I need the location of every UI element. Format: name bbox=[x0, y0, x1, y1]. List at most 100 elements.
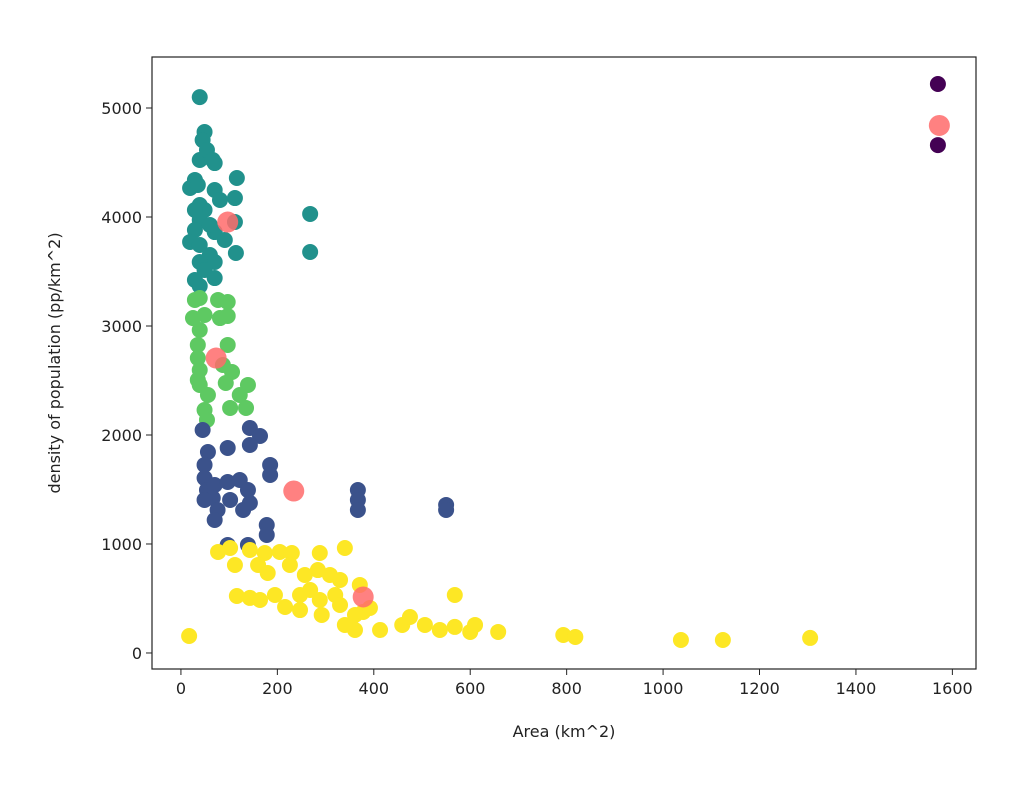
data-point-cluster4 bbox=[467, 616, 484, 633]
plot-frame bbox=[151, 56, 977, 670]
x-tick-label: 800 bbox=[551, 679, 582, 698]
y-tick-label: 5000 bbox=[101, 99, 142, 118]
data-point-cluster2 bbox=[186, 202, 203, 219]
data-point-cluster4 bbox=[490, 623, 507, 640]
centroid-point bbox=[205, 347, 227, 369]
data-point-cluster1 bbox=[206, 477, 223, 494]
data-point-cluster2 bbox=[216, 232, 233, 249]
data-point-cluster3 bbox=[238, 399, 255, 416]
x-tick-label: 1600 bbox=[932, 679, 973, 698]
data-point-cluster4 bbox=[241, 541, 258, 558]
data-point-cluster4 bbox=[256, 545, 273, 562]
data-point-cluster2 bbox=[228, 169, 245, 186]
y-tick-label: 1000 bbox=[101, 535, 142, 554]
data-point-cluster4 bbox=[416, 616, 433, 633]
data-point-cluster4 bbox=[277, 598, 294, 615]
data-point-cluster1 bbox=[196, 456, 213, 473]
x-tick-label: 1200 bbox=[739, 679, 780, 698]
y-tick-label: 4000 bbox=[101, 208, 142, 227]
centroid-point bbox=[928, 114, 950, 136]
data-point-cluster4 bbox=[252, 592, 269, 609]
data-point-cluster4 bbox=[283, 545, 300, 562]
data-point-cluster3 bbox=[191, 376, 208, 393]
data-point-cluster2 bbox=[189, 176, 206, 193]
data-point-cluster4 bbox=[336, 616, 353, 633]
data-point-cluster1 bbox=[219, 473, 236, 490]
data-point-cluster2 bbox=[186, 221, 203, 238]
data-point-cluster0 bbox=[929, 76, 946, 93]
data-point-cluster4 bbox=[431, 621, 448, 638]
data-point-cluster4 bbox=[222, 540, 239, 557]
data-point-cluster4 bbox=[181, 627, 198, 644]
data-point-cluster4 bbox=[292, 602, 309, 619]
data-point-cluster1 bbox=[349, 501, 366, 518]
data-point-cluster4 bbox=[281, 557, 298, 574]
data-point-cluster1 bbox=[219, 439, 236, 456]
data-point-cluster4 bbox=[259, 564, 276, 581]
data-point-cluster4 bbox=[336, 540, 353, 557]
data-point-cluster1 bbox=[235, 501, 252, 518]
data-point-cluster4 bbox=[555, 626, 572, 643]
data-point-cluster4 bbox=[311, 545, 328, 562]
data-point-cluster3 bbox=[219, 294, 236, 311]
data-point-cluster4 bbox=[401, 609, 418, 626]
data-point-cluster2 bbox=[191, 89, 208, 106]
x-tick-label: 1400 bbox=[836, 679, 877, 698]
data-point-cluster4 bbox=[446, 586, 463, 603]
y-tick-label: 2000 bbox=[101, 426, 142, 445]
data-point-cluster4 bbox=[802, 629, 819, 646]
data-point-cluster3 bbox=[196, 306, 213, 323]
y-tick-label: 3000 bbox=[101, 317, 142, 336]
data-point-cluster4 bbox=[332, 597, 349, 614]
data-point-cluster1 bbox=[194, 421, 211, 438]
data-point-cluster3 bbox=[191, 322, 208, 339]
data-point-cluster2 bbox=[201, 216, 218, 233]
centroid-point bbox=[217, 211, 239, 233]
data-point-cluster1 bbox=[438, 501, 455, 518]
data-point-cluster2 bbox=[302, 205, 319, 222]
data-point-cluster4 bbox=[271, 543, 288, 560]
data-point-cluster4 bbox=[672, 632, 689, 649]
data-point-cluster3 bbox=[219, 336, 236, 353]
y-tick-label: 0 bbox=[132, 644, 142, 663]
x-axis-label: Area (km^2) bbox=[513, 722, 616, 741]
data-point-cluster4 bbox=[446, 618, 463, 635]
data-point-cluster4 bbox=[228, 587, 245, 604]
data-point-cluster2 bbox=[226, 190, 243, 207]
data-point-cluster4 bbox=[226, 557, 243, 574]
data-point-cluster0 bbox=[929, 137, 946, 154]
x-tick-label: 400 bbox=[359, 679, 390, 698]
data-point-cluster4 bbox=[210, 543, 227, 560]
data-point-cluster3 bbox=[186, 291, 203, 308]
data-point-cluster2 bbox=[211, 191, 228, 208]
data-point-cluster3 bbox=[219, 307, 236, 324]
data-point-cluster1 bbox=[239, 482, 256, 499]
data-point-cluster4 bbox=[309, 562, 326, 579]
data-point-cluster1 bbox=[262, 466, 279, 483]
data-point-cluster2 bbox=[227, 244, 244, 261]
centroid-point bbox=[352, 586, 374, 608]
x-tick-label: 1000 bbox=[643, 679, 684, 698]
data-point-cluster4 bbox=[311, 592, 328, 609]
data-point-cluster3 bbox=[189, 336, 206, 353]
data-point-cluster1 bbox=[258, 526, 275, 543]
data-point-cluster4 bbox=[296, 566, 313, 583]
data-point-cluster2 bbox=[191, 237, 208, 254]
x-tick-label: 600 bbox=[455, 679, 486, 698]
data-point-cluster4 bbox=[313, 606, 330, 623]
data-point-cluster2 bbox=[196, 261, 213, 278]
data-point-cluster4 bbox=[332, 571, 349, 588]
data-point-cluster2 bbox=[302, 243, 319, 260]
data-point-cluster3 bbox=[217, 375, 234, 392]
data-point-cluster1 bbox=[199, 443, 216, 460]
data-point-cluster1 bbox=[206, 512, 223, 529]
data-point-cluster1 bbox=[222, 491, 239, 508]
data-point-cluster3 bbox=[231, 386, 248, 403]
centroid-point bbox=[283, 480, 305, 502]
data-point-cluster1 bbox=[241, 437, 258, 454]
data-point-cluster3 bbox=[189, 350, 206, 367]
x-tick-label: 0 bbox=[176, 679, 186, 698]
data-point-cluster4 bbox=[302, 581, 319, 598]
data-point-cluster2 bbox=[191, 277, 208, 294]
